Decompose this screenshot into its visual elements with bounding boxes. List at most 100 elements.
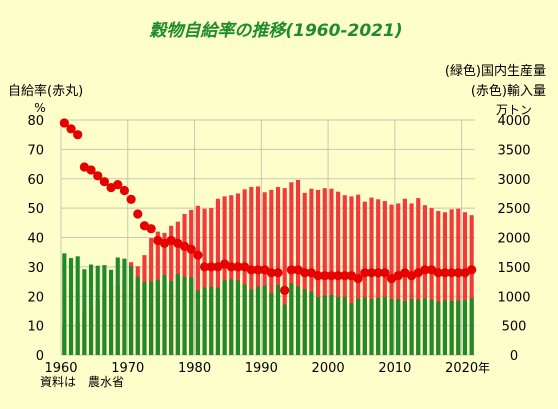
- self-sufficiency-point: [447, 268, 457, 278]
- domestic-bar: [255, 286, 261, 355]
- domestic-bar: [429, 299, 434, 355]
- domestic-bar: [162, 275, 167, 355]
- right-axis-unit: 万トン: [496, 103, 532, 117]
- domestic-bar: [229, 279, 234, 355]
- self-sufficiency-point: [380, 268, 390, 278]
- domestic-bar: [109, 269, 114, 355]
- self-sufficiency-points: [59, 118, 477, 295]
- import-bar: [449, 209, 454, 355]
- domestic-bar: [68, 258, 74, 355]
- self-sufficiency-point: [440, 268, 450, 278]
- source-note: 資料は 農水省: [40, 375, 124, 389]
- import-bar: [362, 201, 367, 355]
- import-bar: [382, 201, 387, 355]
- right-tick-label: 2000: [497, 232, 530, 247]
- self-sufficiency-point: [133, 209, 143, 219]
- x-tick-label: 1960: [44, 361, 77, 376]
- self-sufficiency-point: [146, 224, 156, 234]
- self-sufficiency-point: [320, 271, 330, 281]
- domestic-bar: [356, 298, 361, 355]
- self-sufficiency-point: [313, 271, 323, 281]
- domestic-bar: [302, 289, 307, 355]
- left-axis-label: 自給率(赤丸): [8, 83, 83, 99]
- left-tick-label: 20: [27, 290, 44, 305]
- domestic-bar: [62, 253, 67, 355]
- self-sufficiency-point: [273, 268, 283, 278]
- self-sufficiency-point: [467, 265, 477, 275]
- right-tick-label: 1000: [497, 290, 530, 305]
- domestic-bar: [376, 298, 381, 355]
- self-sufficiency-point: [126, 194, 136, 204]
- self-sufficiency-point: [73, 130, 83, 140]
- self-sufficiency-point: [266, 268, 276, 278]
- domestic-bar: [155, 279, 160, 355]
- import-bar: [229, 195, 234, 355]
- domestic-bar: [316, 296, 321, 355]
- left-axis-unit: %: [34, 101, 45, 115]
- domestic-bar: [269, 292, 274, 355]
- left-tick-label: 60: [27, 173, 44, 188]
- domestic-bar: [442, 300, 448, 355]
- self-sufficiency-point: [86, 165, 96, 175]
- domestic-bar: [309, 291, 314, 355]
- self-sufficiency-point: [253, 265, 263, 275]
- left-tick-label: 80: [27, 114, 44, 129]
- domestic-bar: [329, 295, 334, 355]
- domestic-bar: [396, 299, 401, 355]
- domestic-bar: [469, 298, 474, 355]
- domestic-bar: [422, 298, 427, 355]
- import-bar: [195, 205, 200, 355]
- import-bar: [469, 215, 474, 355]
- domestic-bar: [129, 266, 134, 355]
- domestic-bar: [349, 303, 354, 355]
- domestic-bar: [135, 276, 140, 355]
- right-tick-label: 3000: [497, 173, 530, 188]
- domestic-bar: [369, 299, 374, 355]
- domestic-bar: [95, 265, 100, 355]
- domestic-bar: [416, 299, 421, 355]
- x-tick-label: 1990: [245, 361, 278, 376]
- self-sufficiency-point: [433, 268, 443, 278]
- domestic-bar: [122, 258, 127, 355]
- self-sufficiency-point: [99, 177, 110, 187]
- right-tick-label: 0: [510, 349, 518, 364]
- domestic-bar: [322, 295, 327, 355]
- self-sufficiency-point: [366, 268, 377, 278]
- self-sufficiency-point: [93, 171, 103, 181]
- left-tick-label: 70: [27, 143, 44, 158]
- self-sufficiency-point: [113, 180, 123, 190]
- import-bar: [456, 208, 461, 355]
- x-tick-label: 1980: [178, 361, 211, 376]
- domestic-bar: [102, 265, 107, 355]
- right-tick-label: 2500: [497, 202, 530, 217]
- domestic-bar: [436, 301, 441, 355]
- self-sufficiency-point: [333, 271, 343, 281]
- domestic-bar: [242, 284, 247, 355]
- x-tick-label: 2000: [312, 361, 345, 376]
- import-bar: [422, 205, 427, 355]
- domestic-bar: [202, 287, 207, 355]
- left-tick-label: 50: [27, 202, 44, 217]
- self-sufficiency-point: [453, 268, 463, 278]
- left-axis-ticks: 0 10 20 30 40 50 60 70 80: [27, 114, 44, 364]
- self-sufficiency-point: [373, 268, 383, 278]
- domestic-bar: [389, 299, 394, 355]
- domestic-bar: [282, 304, 287, 355]
- x-tick-label: 1970: [111, 361, 144, 376]
- import-bar: [222, 196, 227, 355]
- self-sufficiency-point: [286, 265, 296, 275]
- domestic-bar: [295, 286, 301, 355]
- right-tick-label: 3500: [497, 143, 530, 158]
- domestic-bar: [115, 257, 120, 355]
- self-sufficiency-point: [280, 285, 290, 295]
- domestic-bars: [62, 253, 474, 355]
- left-tick-label: 10: [27, 320, 44, 335]
- import-bar: [442, 212, 448, 355]
- domestic-bar: [235, 280, 241, 355]
- domestic-bar: [462, 300, 468, 355]
- domestic-bar: [82, 269, 87, 355]
- import-bar: [242, 189, 247, 355]
- right-tick-label: 4000: [497, 114, 530, 129]
- domestic-bar: [169, 280, 174, 355]
